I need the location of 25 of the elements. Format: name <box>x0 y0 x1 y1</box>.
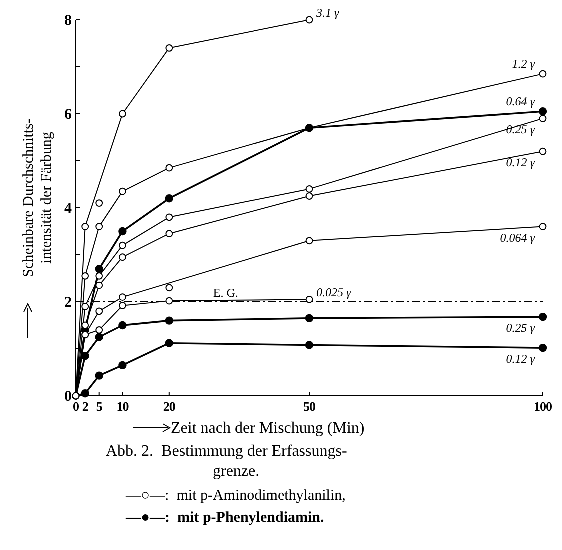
y-tick-label: 6 <box>64 107 72 123</box>
series-label: 0.12 γ <box>506 156 536 170</box>
text: —○—: mit p-Aminodimethylanilin, <box>125 488 346 504</box>
y-tick-label: 4 <box>64 201 72 217</box>
caption: Abb. 2. Bestimmung der Erfassungs- grenze. <box>106 443 348 480</box>
series-label: 0.25 γ <box>506 321 536 336</box>
text: —●—: mit p-Phenylendiamin. <box>125 510 324 526</box>
x-tick-label: 5 <box>96 399 104 414</box>
x-axis-title: Zeit nach der Mischung (Min) <box>171 420 365 437</box>
y-tick-label: 2 <box>64 295 72 311</box>
y-axis-title: Scheinbare Durchschnitts- intensität der Färbung <box>21 118 55 278</box>
series-label: 3.1 γ <box>316 6 340 20</box>
series-label: 0.064 γ <box>500 230 536 245</box>
series-label: 1.2 γ <box>512 57 536 72</box>
series-label: 0.12 γ <box>506 352 536 366</box>
x-tick-label: 10 <box>116 399 129 414</box>
x-tick-label: 50 <box>304 399 316 414</box>
x-tick-label: 2 <box>82 399 88 414</box>
y-tick-label: 8 <box>64 13 72 29</box>
ref-line-label: E. G. <box>213 286 238 300</box>
x-tick-label: 20 <box>163 399 176 414</box>
series-label: 0.025 γ <box>316 286 352 300</box>
series-label: 0.25 γ <box>506 122 536 137</box>
series-label: 0.64 γ <box>506 94 536 109</box>
x-tick-label: 100 <box>534 399 552 414</box>
